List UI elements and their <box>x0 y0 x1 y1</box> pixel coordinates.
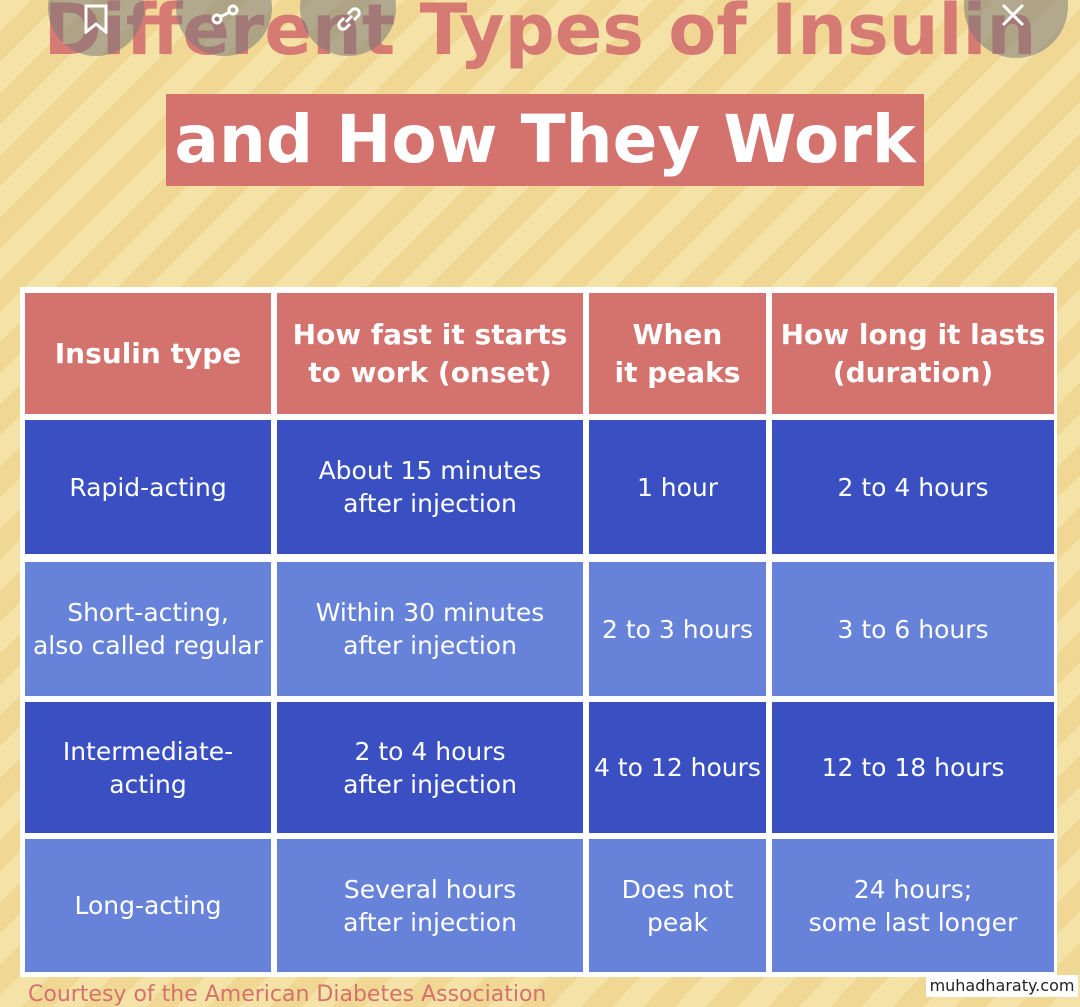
table-cell-duration: 12 to 18 hours <box>772 702 1054 833</box>
table-cell-type: Intermediate- acting <box>25 702 271 833</box>
watermark: muhadharaty.com <box>926 975 1078 997</box>
share-icon <box>211 4 239 25</box>
table-cell-peak: Does not peak <box>589 839 766 972</box>
source-credit: Courtesy of the American Diabetes Associ… <box>28 982 547 1007</box>
table-cell-duration: 24 hours; some last longer <box>772 839 1054 972</box>
table-cell-onset: Within 30 minutes after injection <box>277 562 583 696</box>
table-cell-duration: 3 to 6 hours <box>772 562 1054 696</box>
table-cell-peak: 1 hour <box>589 420 766 554</box>
table-cell-type: Rapid-acting <box>25 420 271 554</box>
table-cell-type: Short-acting, also called regular <box>25 562 271 696</box>
table-cell-onset: 2 to 4 hours after injection <box>277 702 583 833</box>
header-onset: How fast it starts to work (onset) <box>277 293 583 414</box>
table-cell-onset: About 15 minutes after injection <box>277 420 583 554</box>
table-cell-peak: 2 to 3 hours <box>589 562 766 696</box>
link-icon <box>337 7 361 31</box>
table-cell-type: Long-acting <box>25 839 271 972</box>
table-cell-duration: 2 to 4 hours <box>772 420 1054 554</box>
header-duration: How long it lasts (duration) <box>772 293 1054 414</box>
close-icon <box>1001 3 1025 27</box>
bookmark-icon <box>84 4 108 34</box>
page-title: Different Types of Insulin <box>43 0 1037 71</box>
header-insulin-type: Insulin type <box>25 293 271 414</box>
header-peak: When it peaks <box>589 293 766 414</box>
table-cell-onset: Several hours after injection <box>277 839 583 972</box>
page-subtitle: and How They Work <box>174 101 916 178</box>
subtitle-band <box>166 94 924 186</box>
table-cell-peak: 4 to 12 hours <box>589 702 766 833</box>
